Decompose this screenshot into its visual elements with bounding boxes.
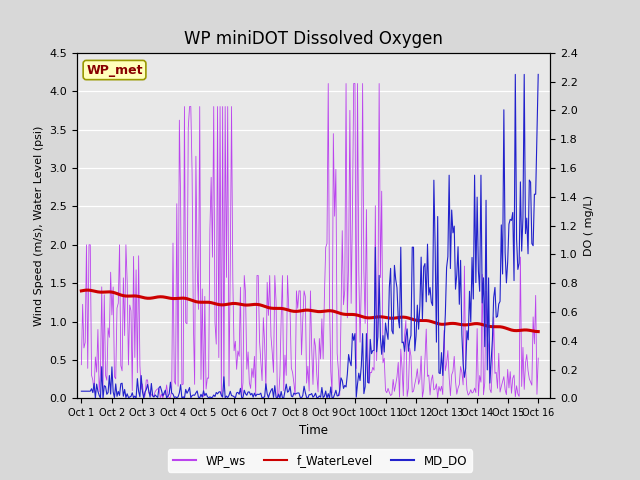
Legend: WP_ws, f_WaterLevel, MD_DO: WP_ws, f_WaterLevel, MD_DO: [168, 449, 472, 472]
Title: WP miniDOT Dissolved Oxygen: WP miniDOT Dissolved Oxygen: [184, 30, 443, 48]
Y-axis label: DO ( mg/L): DO ( mg/L): [584, 195, 593, 256]
X-axis label: Time: Time: [299, 424, 328, 437]
Text: WP_met: WP_met: [86, 63, 143, 76]
Y-axis label: Wind Speed (m/s), Water Level (psi): Wind Speed (m/s), Water Level (psi): [34, 125, 44, 326]
